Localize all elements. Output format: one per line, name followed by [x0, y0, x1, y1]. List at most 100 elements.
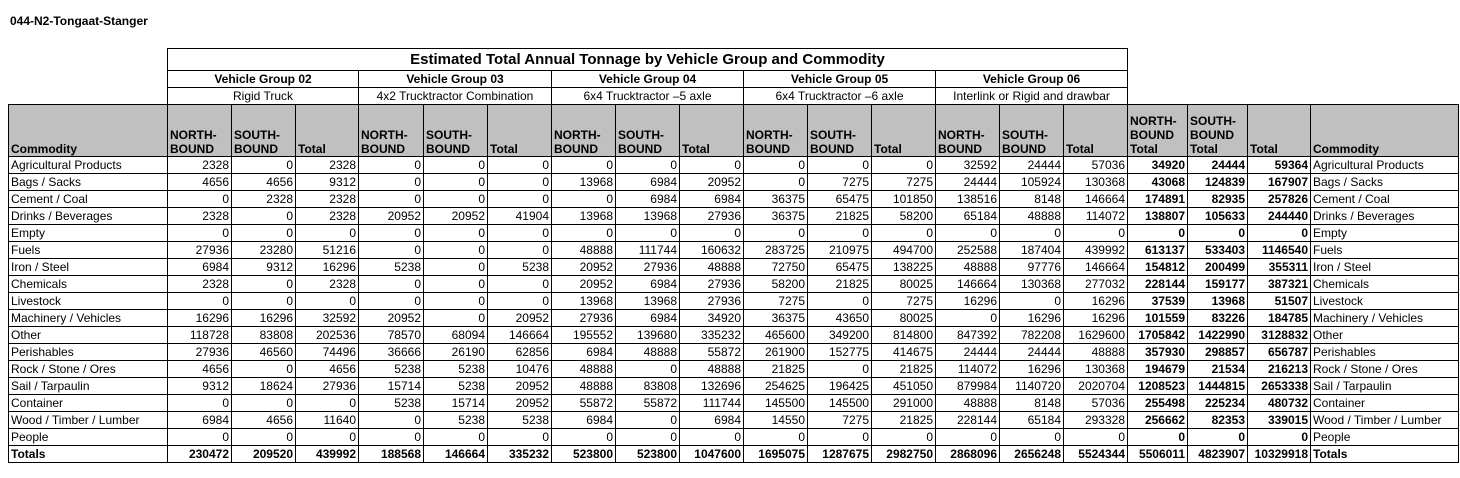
cell-value: 5238	[423, 377, 488, 395]
cell-value: 228144	[935, 411, 1000, 429]
cell-value: 6984	[551, 411, 616, 429]
cell-value: 2328	[167, 156, 232, 174]
commodity: Cement / Coal	[1310, 190, 1459, 208]
cell-value: 0	[935, 309, 1000, 327]
cell-value: 0	[871, 428, 936, 446]
commodity: Empty	[8, 224, 168, 242]
cell-value: 146664	[487, 326, 552, 344]
group-subtitle: Rigid Truck	[167, 87, 359, 105]
spacer	[1128, 49, 1459, 71]
cell-value: 494700	[871, 241, 936, 259]
cell-value: 16296	[1063, 292, 1128, 310]
cell-value: 0	[487, 156, 552, 174]
table-row: Iron / Steel 6984 9312 16296 5238 0 5238 20952 2…	[8, 258, 1459, 276]
cell-value: 0	[1127, 428, 1188, 446]
cell-value: 0	[551, 190, 616, 208]
cell-value: 0	[358, 173, 424, 191]
cell-value: 0	[615, 360, 680, 378]
cell-value: 0	[807, 156, 872, 174]
cell-value: 291000	[871, 394, 936, 412]
cell-value: 0	[615, 411, 680, 429]
cell-value: 13968	[1187, 292, 1248, 310]
cell-value: 230472	[167, 445, 232, 463]
cell-value: 0	[807, 428, 872, 446]
cell-value: 138516	[935, 190, 1000, 208]
cell-value: 167907	[1247, 173, 1311, 191]
cell-value: 0	[999, 292, 1064, 310]
cell-value: 210975	[807, 241, 872, 259]
cell-value: 0	[167, 394, 232, 412]
cell-value: 5238	[487, 411, 552, 429]
cell-value: 6984	[615, 173, 680, 191]
cell-value: 48888	[935, 394, 1000, 412]
table-row: Rock / Stone / Ores 4656 0 4656 5238 5238 1047…	[8, 360, 1459, 378]
commodity: Sail / Tarpaulin	[8, 377, 168, 395]
commodity: Empty	[1310, 224, 1459, 242]
cell-value: 293328	[1063, 411, 1128, 429]
cell-value: 188568	[358, 445, 424, 463]
table-row: Other 118728 83808 202536 78570 68094 146664 19…	[8, 326, 1459, 344]
cell-value: 20952	[551, 258, 616, 276]
cell-value: 0	[231, 224, 296, 242]
cell-value: 6984	[615, 275, 680, 293]
cell-value: 2982750	[871, 445, 936, 463]
commodity: People	[8, 428, 168, 446]
cell-value: 1208523	[1127, 377, 1188, 395]
cell-value: 20952	[487, 309, 552, 327]
cell-value: 20952	[358, 309, 424, 327]
cell-value: 414675	[871, 343, 936, 361]
cell-value: 55872	[551, 394, 616, 412]
commodity: Rock / Stone / Ores	[8, 360, 168, 378]
column-header: Total	[871, 104, 936, 157]
commodity: Totals	[1310, 445, 1459, 463]
cell-value: 0	[423, 241, 488, 259]
cell-value: 51216	[295, 241, 359, 259]
cell-value: 613137	[1127, 241, 1188, 259]
cell-value: 0	[423, 156, 488, 174]
cell-value: 0	[295, 224, 359, 242]
cell-value: 146664	[1063, 258, 1128, 276]
cell-value: 27936	[167, 343, 232, 361]
cell-value: 32592	[295, 309, 359, 327]
cell-value: 2328	[295, 275, 359, 293]
cell-value: 21825	[807, 207, 872, 225]
cell-value: 0	[487, 292, 552, 310]
cell-value: 159177	[1187, 275, 1248, 293]
commodity: Fuels	[8, 241, 168, 259]
table-row: Container 0 0 0 5238 15714 20952 55872 55872 1117…	[8, 394, 1459, 412]
cell-value: 145500	[807, 394, 872, 412]
cell-value: 225234	[1187, 394, 1248, 412]
cell-value: 51507	[1247, 292, 1311, 310]
cell-value: 0	[423, 224, 488, 242]
cell-value: 48888	[1063, 343, 1128, 361]
cell-value: 0	[358, 224, 424, 242]
cell-value: 27936	[615, 258, 680, 276]
cell-value: 13968	[615, 292, 680, 310]
cell-value: 65475	[807, 258, 872, 276]
cell-value: 6984	[679, 190, 744, 208]
cell-value: 13968	[551, 173, 616, 191]
cell-value: 1444815	[1187, 377, 1248, 395]
cell-value: 24444	[935, 343, 1000, 361]
cell-value: 202536	[295, 326, 359, 344]
cell-value: 0	[358, 241, 424, 259]
table-row: Totals 230472 209520 439992 188568 146664 3352…	[8, 445, 1459, 463]
cell-value: 138807	[1127, 207, 1188, 225]
column-header: NORTH-BOUND	[743, 104, 808, 157]
cell-value: 7275	[807, 173, 872, 191]
cell-value: 36375	[743, 207, 808, 225]
cell-value: 48888	[679, 258, 744, 276]
cell-value: 16296	[231, 309, 296, 327]
cell-value: 15714	[423, 394, 488, 412]
cell-value: 27936	[679, 207, 744, 225]
cell-value: 48888	[551, 360, 616, 378]
cell-value: 10476	[487, 360, 552, 378]
cell-value: 465600	[743, 326, 808, 344]
cell-value: 36375	[743, 309, 808, 327]
cell-value: 34920	[679, 309, 744, 327]
cell-value: 0	[551, 224, 616, 242]
cell-value: 21825	[807, 275, 872, 293]
cell-value: 27936	[167, 241, 232, 259]
group-name: Vehicle Group 02	[167, 70, 359, 88]
column-header: Total	[1247, 104, 1311, 157]
